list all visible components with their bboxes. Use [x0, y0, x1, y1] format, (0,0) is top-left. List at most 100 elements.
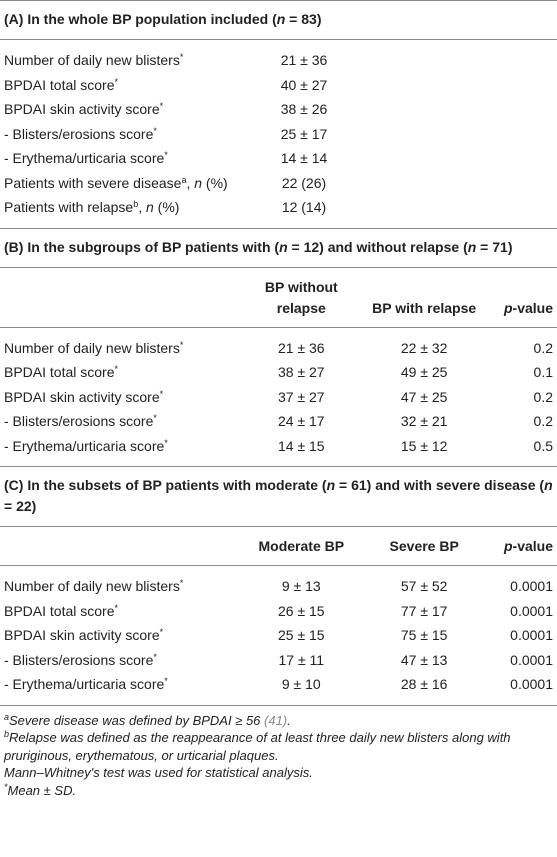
variable: n	[544, 477, 553, 493]
column-text: BP with relapse	[372, 298, 476, 319]
label-text: Number of daily new blisters	[4, 52, 180, 69]
marker: *	[159, 101, 164, 112]
section-title: (A) In the whole BP population included …	[0, 0, 557, 40]
footnote: aSevere disease was defined by BPDAI ≥ 5…	[4, 712, 553, 730]
cell-value: 28 ± 16	[400, 676, 448, 693]
table-row: - Blisters/erosions score* 24 ± 17 32 ± 21…	[0, 409, 557, 434]
spacer	[0, 277, 240, 319]
text: = 61) and with severe disease (	[335, 477, 545, 493]
text: = 22)	[4, 498, 37, 514]
column-text: Moderate BP	[259, 536, 345, 557]
cell-value: 9 ± 13	[281, 578, 321, 595]
label-text: BPDAI skin activity score	[4, 101, 160, 118]
table-row: - Blisters/erosions score* 25 ± 17	[0, 122, 557, 147]
column-text: BP without relapse	[240, 277, 363, 319]
variable: n	[276, 11, 286, 27]
text: ,	[138, 199, 146, 216]
variable: n	[279, 238, 288, 255]
footnote: *Mean ± SD.	[4, 782, 553, 800]
table-row: Number of daily new blisters* 21 ± 36 22 ±…	[0, 336, 557, 361]
text: BP with relapse	[372, 299, 477, 316]
row-label: - Erythema/urticaria score*	[0, 676, 240, 692]
marker: *	[179, 52, 184, 63]
variable: p	[503, 299, 513, 316]
footnote-text: Severe disease was defined by BPDAI ≥ 56	[9, 712, 265, 728]
marker: *	[114, 602, 119, 613]
marker: *	[114, 76, 119, 87]
label-text: BPDAI total score	[4, 364, 115, 381]
cell-value: 17 ± 11	[278, 651, 325, 668]
label-text: - Erythema/urticaria score	[4, 437, 165, 454]
marker: *	[153, 413, 157, 424]
footnote-end: .	[287, 712, 291, 728]
variable: n	[145, 199, 154, 216]
label-text: - Erythema/urticaria score	[4, 150, 165, 167]
cell-value: 15 ± 12	[400, 437, 448, 454]
cell-value: 22 ± 32	[400, 339, 448, 356]
row-label: BPDAI skin activity score*	[0, 389, 240, 405]
cell-value: 0.0001	[510, 651, 553, 668]
section-title: (C) In the subsets of BP patients with m…	[0, 466, 557, 527]
cell-value: 0.1	[533, 364, 553, 381]
text: (A) In the whole BP population included …	[4, 11, 277, 27]
table-row: BPDAI skin activity score* 25 ± 15 75 ± 15…	[0, 623, 557, 648]
cell-value: 49 ± 25	[400, 364, 448, 381]
row-label: BPDAI skin activity score*	[0, 101, 242, 117]
text: BP without relapse	[264, 278, 338, 316]
column-label: p-value	[486, 536, 557, 557]
cell-value: 38 ± 27	[277, 364, 325, 381]
row-label: - Blisters/erosions score*	[0, 126, 242, 142]
label-text: Patients with relapse	[4, 199, 134, 216]
marker: *	[179, 339, 184, 350]
variable: n	[467, 238, 477, 255]
label-text: - Blisters/erosions score	[4, 413, 154, 430]
marker: b	[133, 199, 139, 210]
cell-value: 32 ± 21	[400, 413, 448, 430]
row-label: Number of daily new blisters*	[0, 340, 240, 356]
label-text: - Blisters/erosions score	[4, 125, 154, 142]
footnote-marker: a	[4, 711, 10, 722]
footnote-text: Mann–Whitney's test was used for statist…	[4, 765, 313, 780]
row-label: - Erythema/urticaria score*	[0, 438, 240, 454]
marker: *	[153, 125, 157, 136]
marker: *	[159, 627, 164, 638]
marker: *	[164, 676, 168, 687]
section-body: Number of daily new blisters* 9 ± 13 57 ± …	[0, 566, 557, 705]
label-text: BPDAI skin activity score	[4, 627, 160, 644]
cell-value: 24 ± 17	[277, 413, 325, 430]
cell-value: 26 ± 15	[277, 602, 325, 619]
row-label: - Erythema/urticaria score*	[0, 150, 242, 166]
table-row: BPDAI skin activity score* 37 ± 27 47 ± 25…	[0, 385, 557, 410]
table-row: Patients with severe diseasea, n (%) 22 (…	[0, 171, 557, 196]
cell-value: 21 ± 36	[277, 339, 325, 356]
table-row: BPDAI total score* 40 ± 27	[0, 73, 557, 98]
section-body: Number of daily new blisters* 21 ± 36 BPDA…	[0, 40, 557, 228]
table-row: - Erythema/urticaria score* 9 ± 10 28 ± 16…	[0, 672, 557, 697]
text: -value	[512, 538, 553, 554]
cell-value: 0.5	[533, 437, 553, 454]
cell-value: 57 ± 52	[400, 578, 448, 595]
footnote-text: Mean ± SD.	[7, 782, 77, 798]
footnote: bRelapse was defined as the reappearance…	[4, 729, 553, 764]
column-text: p-value	[504, 536, 553, 557]
marker: a	[181, 174, 187, 185]
row-label: - Blisters/erosions score*	[0, 413, 240, 429]
cell-value: 14 ± 14	[280, 150, 328, 167]
table-row: BPDAI total score* 38 ± 27 49 ± 25 0.1	[0, 360, 557, 385]
variable: p	[503, 538, 513, 554]
row-label: BPDAI total score*	[0, 364, 240, 380]
column-header: BP without relapse BP with relapse p-value	[0, 268, 557, 328]
label-text: Number of daily new blisters	[4, 339, 180, 356]
cell-value: 12 (14)	[281, 199, 327, 216]
variable: n	[194, 174, 203, 191]
table-row: BPDAI skin activity score* 38 ± 26	[0, 97, 557, 122]
marker: *	[159, 388, 164, 399]
text: Moderate BP	[258, 538, 345, 554]
row-label: Number of daily new blisters*	[0, 578, 240, 594]
table-row: Number of daily new blisters* 21 ± 36	[0, 48, 557, 73]
cell-value: 25 ± 15	[277, 627, 325, 644]
footnotes: aSevere disease was defined by BPDAI ≥ 5…	[0, 704, 557, 806]
cell-value: 38 ± 26	[280, 101, 328, 118]
table-row: BPDAI total score* 26 ± 15 77 ± 17 0.0001	[0, 599, 557, 624]
label-text: Number of daily new blisters	[4, 578, 180, 595]
